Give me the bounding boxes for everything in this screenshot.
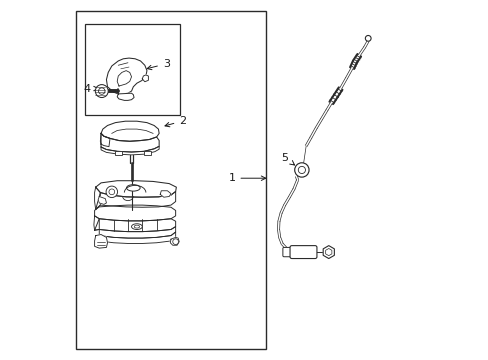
Bar (85, 24, 180, 116)
Polygon shape (96, 192, 175, 210)
Polygon shape (96, 181, 176, 197)
Circle shape (106, 186, 117, 198)
Circle shape (172, 239, 178, 244)
Polygon shape (94, 234, 107, 248)
Circle shape (95, 85, 108, 98)
Circle shape (365, 36, 370, 41)
Bar (115, 151, 122, 155)
Polygon shape (117, 93, 134, 100)
FancyBboxPatch shape (289, 246, 316, 258)
Polygon shape (94, 216, 99, 230)
Ellipse shape (126, 185, 140, 191)
Polygon shape (99, 232, 175, 243)
Polygon shape (101, 121, 159, 141)
Bar (76, 12, 265, 348)
Text: 1: 1 (228, 173, 265, 183)
Bar (144, 151, 151, 155)
Text: 4: 4 (84, 84, 98, 94)
Polygon shape (106, 58, 147, 94)
Polygon shape (100, 134, 110, 147)
Ellipse shape (134, 225, 139, 228)
Polygon shape (94, 219, 175, 231)
Polygon shape (94, 205, 175, 221)
Polygon shape (99, 226, 175, 238)
Polygon shape (160, 191, 171, 197)
Ellipse shape (131, 224, 142, 229)
Polygon shape (170, 237, 179, 245)
Circle shape (294, 163, 308, 177)
FancyBboxPatch shape (282, 247, 293, 257)
Polygon shape (101, 134, 159, 152)
Circle shape (99, 88, 105, 94)
Circle shape (298, 166, 305, 174)
Text: 5: 5 (281, 153, 294, 165)
Polygon shape (101, 146, 159, 155)
Polygon shape (98, 197, 106, 204)
Text: 2: 2 (164, 116, 186, 127)
Circle shape (109, 189, 115, 195)
Polygon shape (94, 187, 100, 210)
Text: 3: 3 (147, 59, 169, 70)
Polygon shape (142, 75, 148, 82)
